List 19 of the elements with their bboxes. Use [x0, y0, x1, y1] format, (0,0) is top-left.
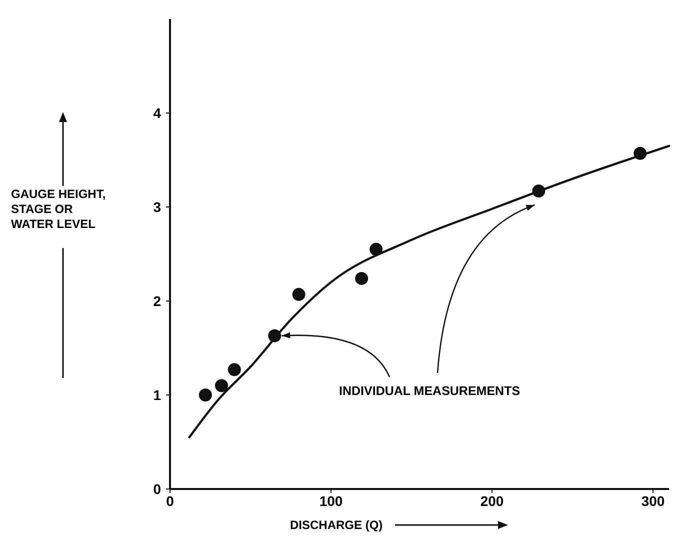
point [215, 379, 228, 392]
y-tick-label: 1 [153, 387, 162, 403]
point [370, 242, 383, 256]
x-tick-label: 200 [480, 493, 504, 509]
y-axis-title: GAUGE HEIGHT, STAGE OR WATER LEVEL [11, 187, 106, 231]
x-axis-title: DISCHARGE (Q) [290, 518, 383, 532]
point [198, 388, 212, 402]
x-tick-label: 300 [641, 493, 665, 509]
x-tick-label: 0 [166, 493, 174, 509]
point [228, 363, 241, 376]
y-tick-label: 0 [153, 481, 162, 497]
x-tick-label: 100 [319, 493, 343, 509]
line-series [188, 144, 670, 438]
point [355, 272, 368, 285]
point [292, 288, 306, 301]
y-tick-label: 2 [153, 293, 162, 309]
y-tick-label: 4 [153, 105, 162, 121]
annotation: INDIVIDUAL MEASUREMENTS [339, 384, 520, 398]
y-tick-label: 3 [153, 199, 162, 215]
